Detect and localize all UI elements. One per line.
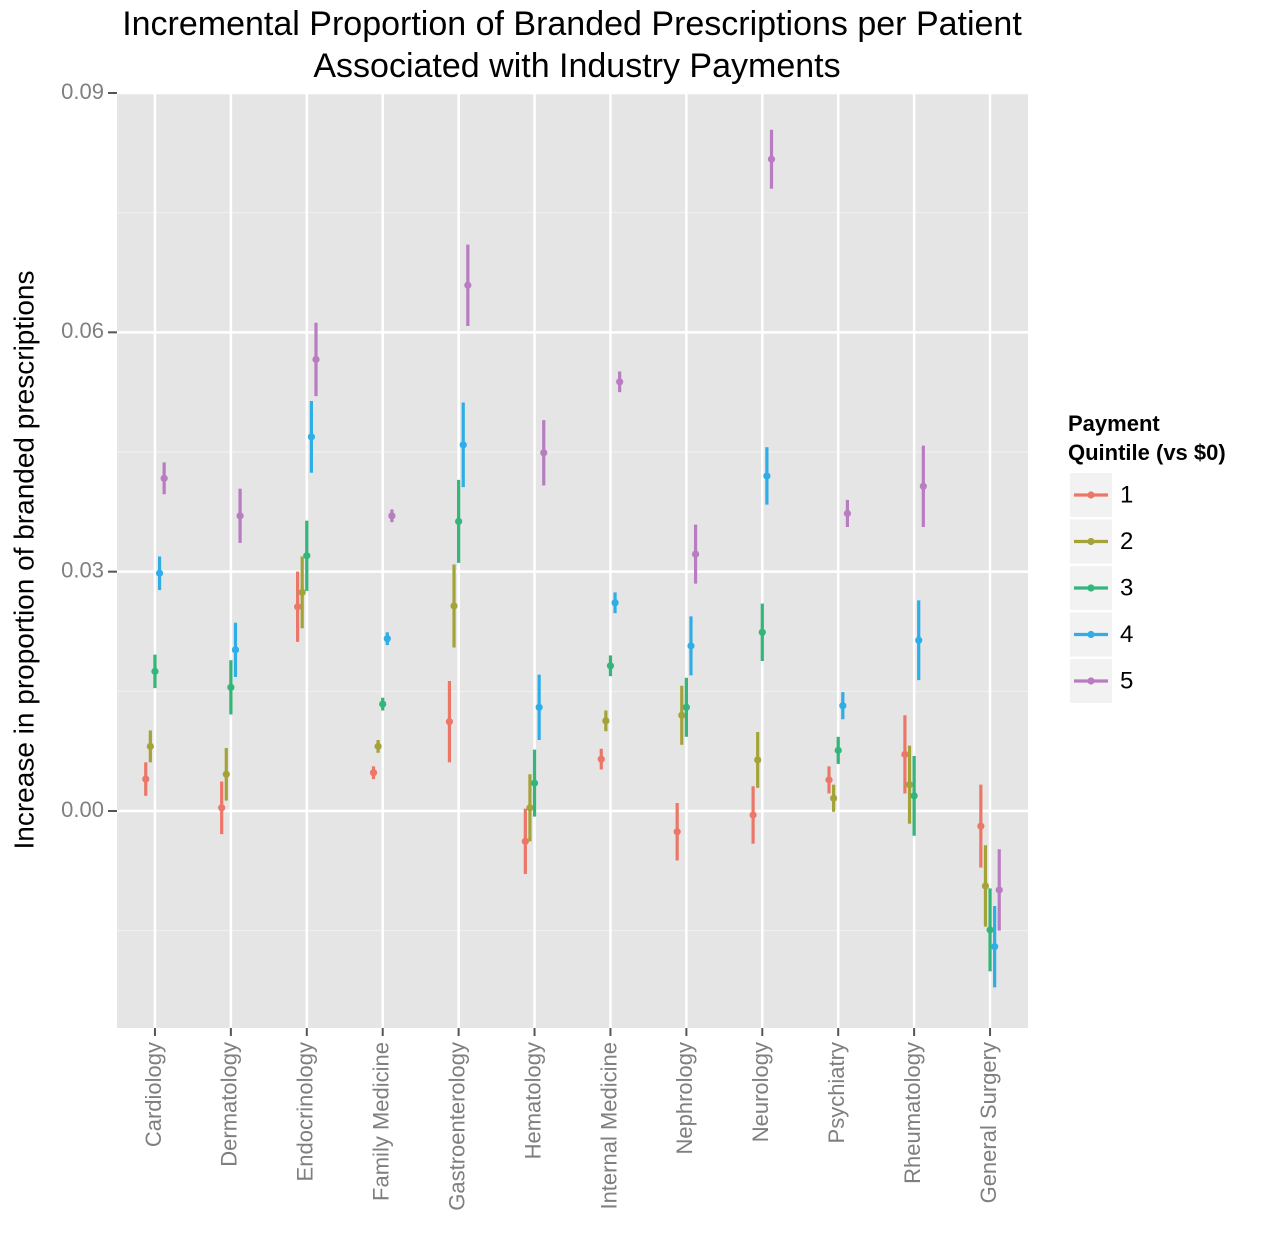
point xyxy=(521,837,529,845)
legend-point xyxy=(1087,630,1095,639)
point xyxy=(763,472,771,480)
point xyxy=(910,792,918,800)
point xyxy=(227,683,235,691)
point xyxy=(602,717,610,725)
y-tick-label: 0.03 xyxy=(61,557,104,582)
point xyxy=(222,770,230,778)
point xyxy=(606,662,615,670)
point xyxy=(905,781,914,789)
x-tick-label: Internal Medicine xyxy=(596,1042,621,1210)
point xyxy=(834,746,842,754)
point xyxy=(293,603,302,611)
x-tick-label: Nephrology xyxy=(672,1042,697,1155)
point xyxy=(142,775,150,783)
point xyxy=(236,512,244,520)
point xyxy=(155,569,164,577)
point xyxy=(830,794,838,802)
point xyxy=(374,742,382,750)
x-tick-label: Dermatology xyxy=(217,1042,242,1167)
point xyxy=(450,602,458,610)
x-tick-label: General Surgery xyxy=(976,1042,1001,1203)
x-tick-label: Cardiology xyxy=(141,1042,166,1147)
point xyxy=(383,635,391,643)
legend-title: Quintile (vs $0) xyxy=(1068,440,1226,465)
point xyxy=(991,943,999,951)
point xyxy=(915,636,923,644)
legend-label: 1 xyxy=(1120,481,1133,508)
point xyxy=(530,779,539,787)
legend-point xyxy=(1087,677,1095,685)
point xyxy=(611,599,619,607)
x-tick-label: Psychiatry xyxy=(824,1042,849,1143)
legend-label: 3 xyxy=(1120,574,1133,601)
point xyxy=(616,378,624,386)
point xyxy=(298,588,306,597)
x-tick-label: Gastroenterology xyxy=(444,1042,469,1211)
legend-point xyxy=(1087,491,1095,499)
chart-title: Incremental Proportion of Branded Prescr… xyxy=(122,5,1022,43)
point xyxy=(691,550,700,558)
x-tick-label: Family Medicine xyxy=(369,1042,394,1201)
point xyxy=(307,433,315,441)
point xyxy=(749,811,757,819)
legend-point xyxy=(1087,584,1095,592)
point xyxy=(445,718,454,726)
point xyxy=(218,804,226,812)
point xyxy=(303,552,311,560)
y-tick-label: 0.06 xyxy=(61,318,104,343)
point xyxy=(825,776,833,784)
point xyxy=(160,474,168,482)
point xyxy=(312,355,320,364)
point xyxy=(459,441,467,449)
x-tick-label: Rheumatology xyxy=(900,1042,925,1184)
point xyxy=(146,742,154,750)
point xyxy=(767,155,776,163)
point xyxy=(981,882,990,890)
legend-title: Payment xyxy=(1068,411,1160,436)
chart-title: Associated with Industry Payments xyxy=(313,47,840,85)
point xyxy=(455,517,463,526)
point xyxy=(919,482,927,490)
point xyxy=(369,769,378,777)
point xyxy=(843,509,852,518)
point xyxy=(682,703,690,711)
point xyxy=(379,700,387,708)
y-tick-label: 0.00 xyxy=(61,797,104,822)
point xyxy=(388,512,396,520)
legend-label: 2 xyxy=(1120,528,1133,555)
point xyxy=(995,886,1003,894)
point xyxy=(464,281,472,289)
legend-label: 4 xyxy=(1120,621,1133,648)
plot-panel xyxy=(117,93,1028,1028)
point xyxy=(526,804,534,812)
x-tick-label: Endocrinology xyxy=(293,1042,318,1181)
point xyxy=(687,642,695,650)
point xyxy=(977,822,985,830)
point xyxy=(839,702,847,710)
y-axis-label: Increase in proportion of branded prescr… xyxy=(8,270,39,849)
y-tick-label: 0.09 xyxy=(61,79,104,104)
point xyxy=(231,646,240,654)
point xyxy=(901,750,909,758)
point xyxy=(986,926,994,934)
point xyxy=(754,756,762,764)
point xyxy=(678,711,686,719)
point xyxy=(535,703,543,711)
point xyxy=(151,667,159,675)
x-tick-label: Neurology xyxy=(748,1042,773,1142)
point xyxy=(673,828,681,836)
legend-label: 5 xyxy=(1120,667,1133,694)
legend-point xyxy=(1087,537,1095,546)
point xyxy=(540,449,548,457)
x-tick-label: Hematology xyxy=(520,1042,545,1159)
point xyxy=(758,628,766,636)
point xyxy=(597,755,605,763)
